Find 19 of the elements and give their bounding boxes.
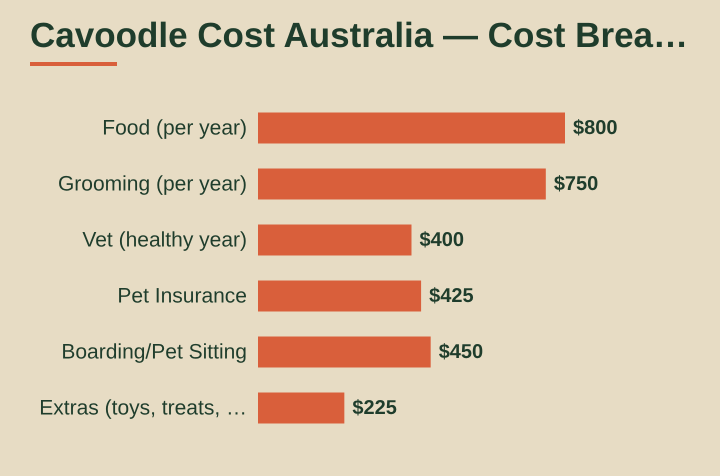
- data-label: $400: [420, 229, 464, 251]
- y-tick-label: Boarding/Pet Sitting: [61, 340, 247, 364]
- chart-title: Cavoodle Cost Australia — Cost Brea…: [30, 16, 688, 55]
- data-label: $800: [573, 117, 618, 139]
- y-tick-label: Food (per year): [102, 116, 247, 140]
- data-label: $225: [352, 397, 397, 419]
- bar: [258, 392, 344, 424]
- data-label: $425: [429, 285, 474, 307]
- bar: [258, 168, 546, 200]
- bar: [258, 336, 431, 368]
- y-tick-label: Vet (healthy year): [82, 228, 247, 252]
- data-label: $750: [554, 173, 598, 195]
- y-tick-label: Extras (toys, treats, …: [39, 396, 247, 420]
- bar: [258, 112, 565, 144]
- bar: [258, 224, 412, 256]
- bar: [258, 280, 422, 312]
- data-label: $450: [438, 341, 484, 363]
- y-tick-label: Grooming (per year): [58, 172, 247, 196]
- y-tick-label: Pet Insurance: [117, 284, 247, 308]
